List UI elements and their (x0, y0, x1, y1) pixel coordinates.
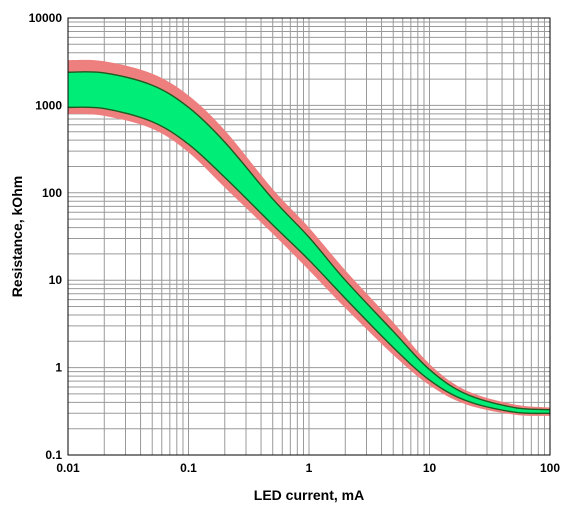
x-tick-label: 1 (306, 461, 313, 475)
plot-frame (67, 17, 551, 456)
x-tick-label: 100 (540, 461, 560, 475)
y-tick-label: 1 (55, 361, 62, 375)
typical-band (68, 71, 550, 414)
y-tick-label: 10 (49, 273, 63, 287)
data-bands (67, 59, 551, 416)
y-tick-label: 1000 (35, 98, 62, 112)
y-axis-label: Resistance, kOhm (9, 176, 25, 297)
x-tick-label: 10 (423, 461, 437, 475)
x-tick-label: 0.01 (56, 461, 80, 475)
x-tick-label: 0.1 (180, 461, 197, 475)
y-tick-label: 0.1 (45, 448, 62, 462)
y-tick-label: 100 (42, 186, 62, 200)
y-tick-label: 10000 (29, 11, 63, 25)
typical-lower-curve (67, 106, 551, 415)
x-axis-label: LED current, mA (254, 487, 364, 503)
typical-upper-curve (67, 71, 551, 411)
